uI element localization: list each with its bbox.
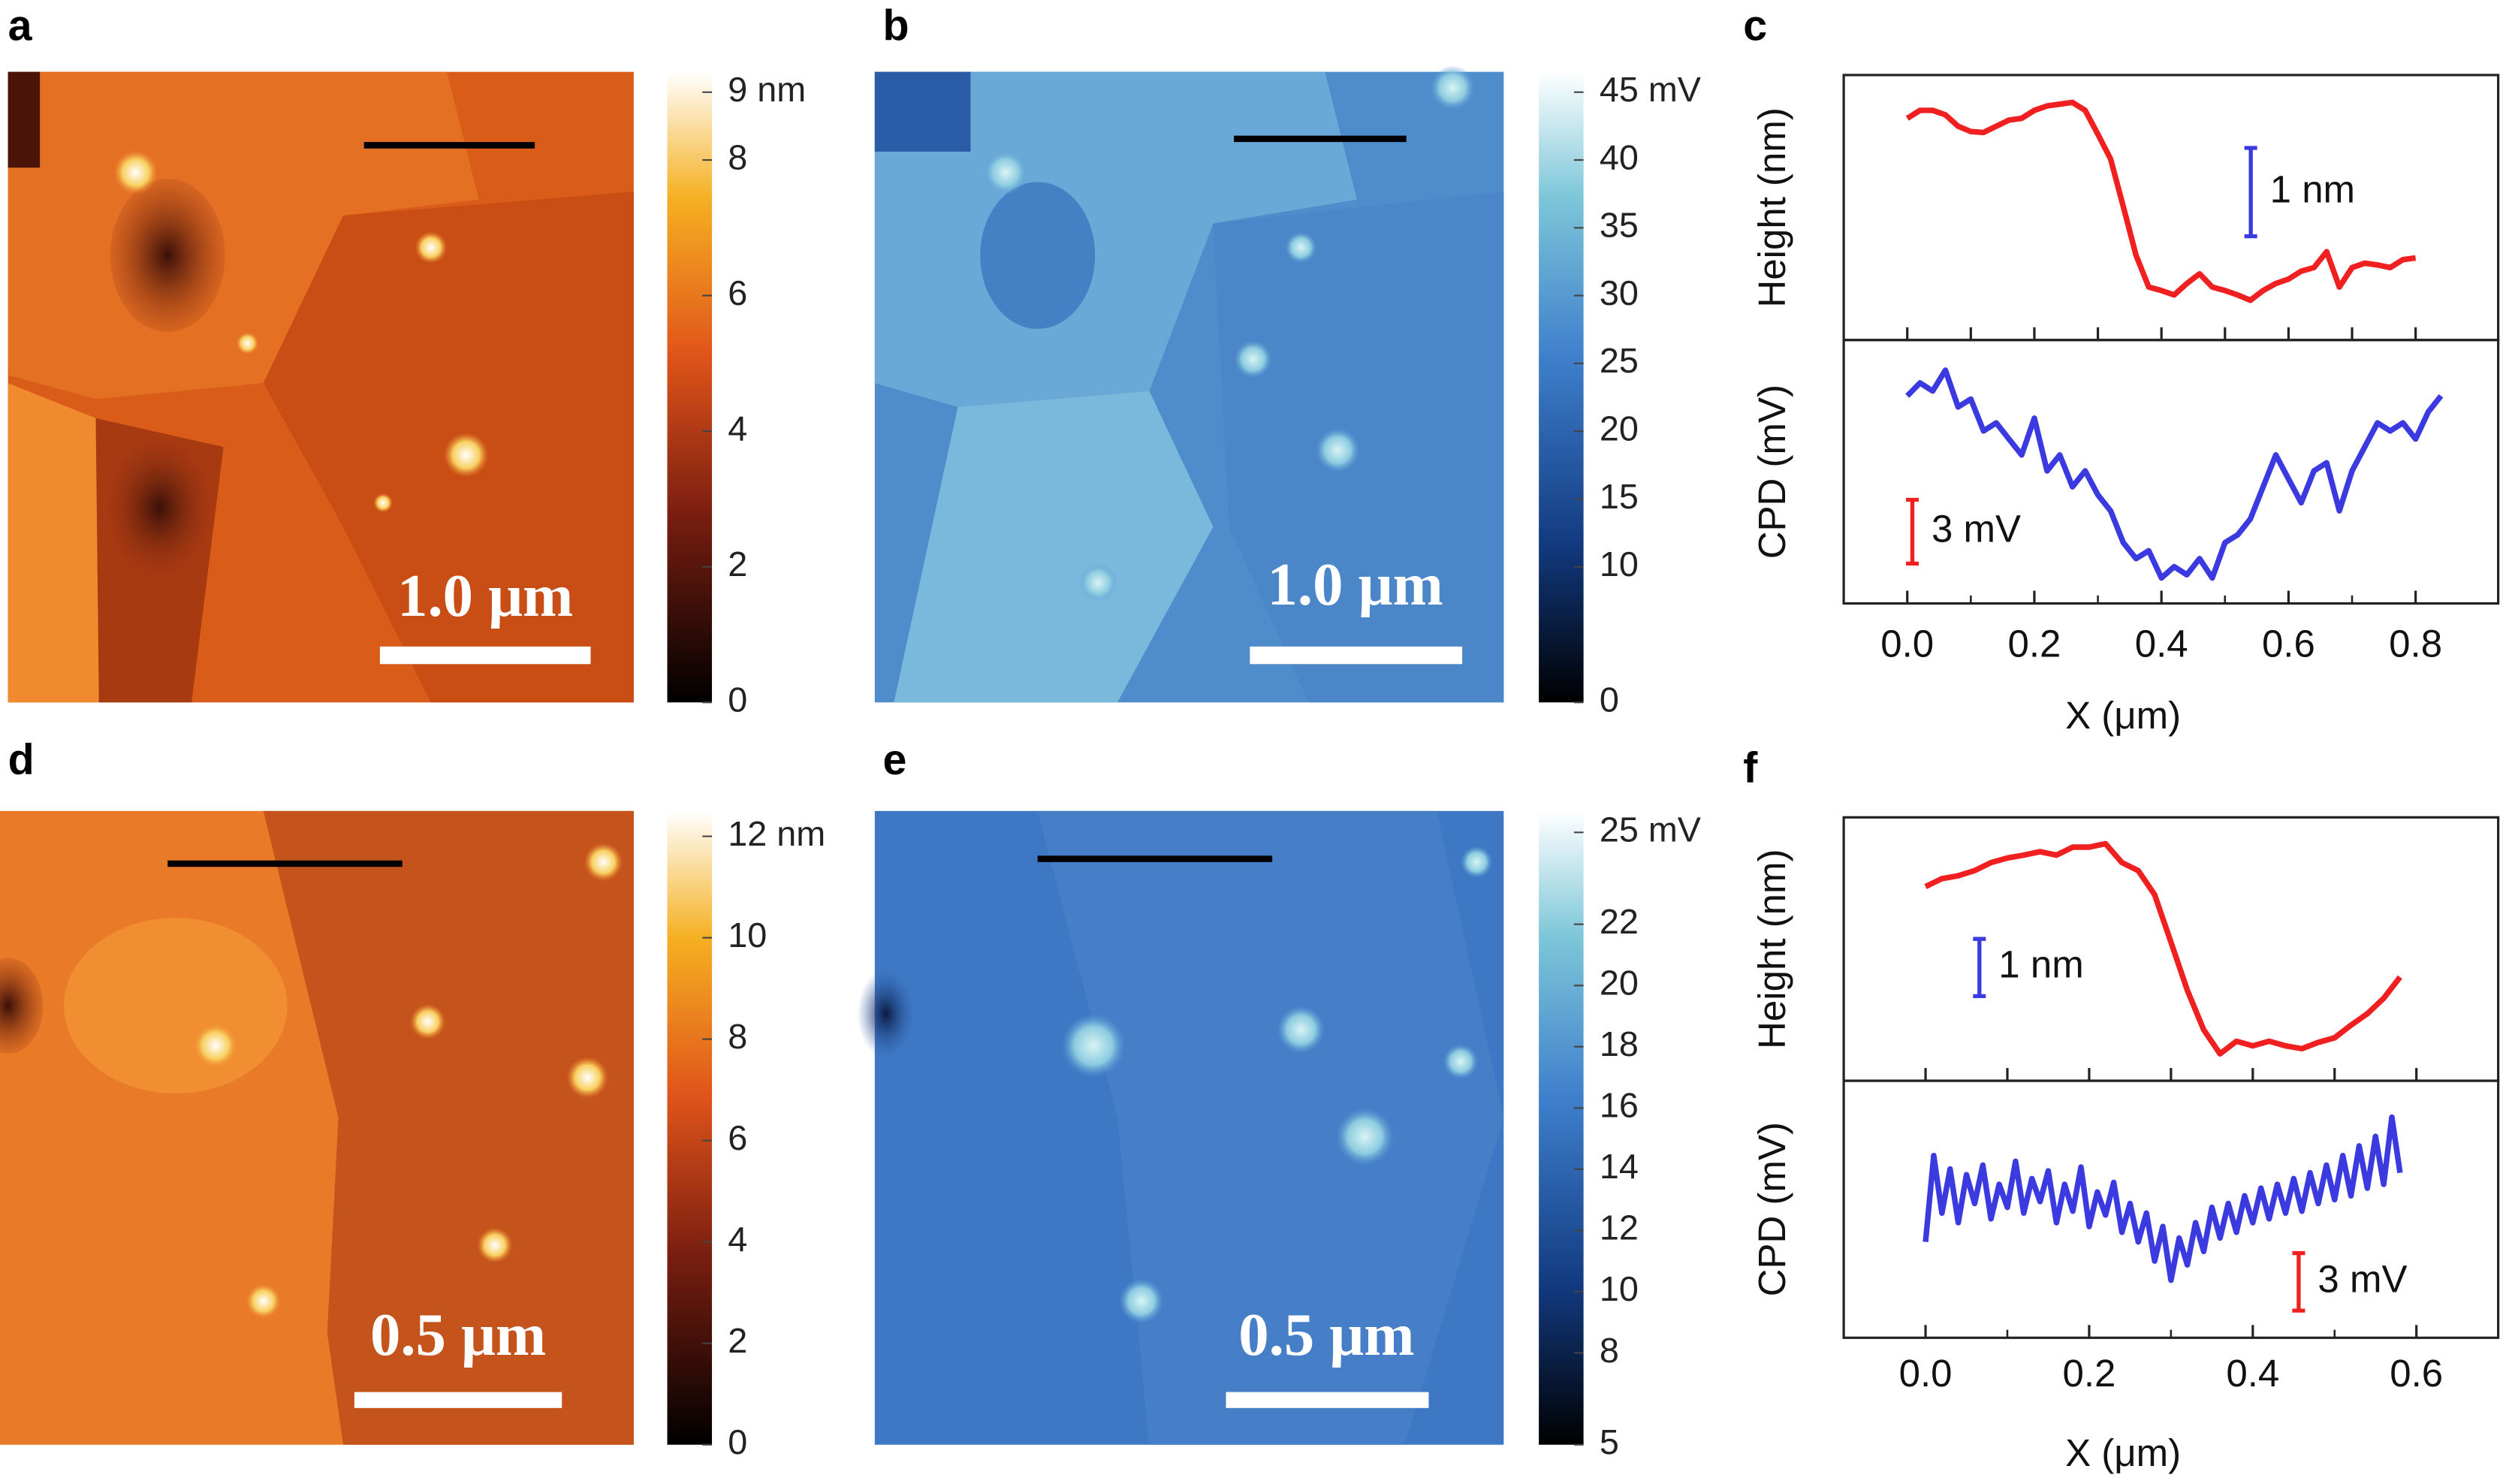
- colorbar: [667, 810, 713, 1445]
- x-tick-label: 0.8: [2389, 622, 2442, 665]
- colorbar-tick-label: 45 mV: [1600, 70, 1701, 109]
- plot-frame: [1842, 339, 2500, 605]
- afm-height-image: [0, 810, 634, 1445]
- colorbar-tick-label: 10: [728, 915, 767, 955]
- colorbar-tick-label: 0: [728, 680, 747, 719]
- y-axis-label: Height (nm): [1751, 849, 1793, 1048]
- line-series: [1924, 840, 2402, 1057]
- scale-bar-label: 1 nm: [1998, 943, 2083, 986]
- colorbar-tick-label: 16: [1600, 1086, 1639, 1125]
- colorbar-tick-label: 2: [728, 544, 747, 584]
- y-axis-label: CPD (mV): [1751, 1122, 1793, 1296]
- x-tick-label: 0.2: [2007, 622, 2061, 665]
- x-tick-label: 0.6: [2390, 1352, 2443, 1395]
- colorbar-tick-label: 20: [1600, 409, 1639, 448]
- panel-label: e: [882, 736, 906, 784]
- panel-label: d: [8, 736, 35, 784]
- y-axis-label: Height (nm): [1751, 107, 1793, 307]
- colorbar-tick-label: 20: [1600, 964, 1639, 1003]
- colorbar-tick-label: 8: [728, 137, 747, 176]
- colorbar-tick-label: 12 nm: [728, 814, 825, 853]
- colorbar-tick-label: 22: [1600, 902, 1639, 941]
- colorbar-tick-label: 0: [728, 1422, 747, 1461]
- colorbar-tick-label: 12: [1600, 1208, 1639, 1247]
- kpfm-cpd-image: [874, 65, 1504, 703]
- colorbar-tick-label: 6: [728, 273, 747, 312]
- panel-label: b: [882, 2, 909, 50]
- scale-bar: [2244, 146, 2257, 239]
- x-tick-label: 0.0: [1899, 1352, 1953, 1395]
- colorbar-tick-label: 9 nm: [728, 70, 806, 109]
- x-tick-label: 0.0: [1880, 622, 1934, 665]
- scale-bar-label: 0.5 μm: [1238, 1302, 1414, 1368]
- line-series: [1905, 99, 2417, 303]
- colorbar-tick-label: 0: [1600, 680, 1619, 719]
- colorbar: [667, 71, 713, 703]
- colorbar-tick-label: 14: [1600, 1147, 1639, 1186]
- colorbar-tick-label: 40: [1600, 137, 1639, 176]
- x-axis-label: X (μm): [2065, 694, 2181, 737]
- x-tick-label: 0.6: [2262, 622, 2315, 665]
- kpfm-cpd-image: [857, 810, 1504, 1445]
- scale-bar: [2292, 1250, 2305, 1313]
- line-series: [1905, 367, 2444, 581]
- colorbar-tick-label: 25: [1600, 341, 1639, 380]
- colorbar-tick-label: 25 mV: [1600, 810, 1701, 849]
- colorbar-tick-label: 10: [1600, 1269, 1639, 1308]
- panel-label: a: [8, 2, 33, 50]
- line-series: [1922, 1114, 2403, 1283]
- colorbar-tick-label: 4: [728, 1220, 747, 1259]
- colorbar-tick-label: 6: [728, 1118, 747, 1157]
- scale-bar-label: 3 mV: [1932, 507, 2021, 550]
- colorbar: [1539, 810, 1584, 1445]
- scale-bar-label: 1.0 μm: [1268, 551, 1443, 618]
- panel-label: c: [1743, 2, 1767, 50]
- x-tick-label: 0.4: [2135, 622, 2188, 665]
- scale-bar-label: 0.5 μm: [370, 1302, 546, 1368]
- colorbar-tick-label: 8: [728, 1017, 747, 1056]
- scale-bar: [1906, 497, 1919, 566]
- scale-bar-label: 1 nm: [2270, 167, 2355, 210]
- colorbar-tick-label: 15: [1600, 477, 1639, 516]
- x-tick-label: 0.2: [2062, 1352, 2115, 1395]
- colorbar: [1539, 71, 1584, 703]
- scale-bar-label: 1.0 μm: [397, 563, 573, 629]
- x-axis-label: X (μm): [2065, 1431, 2181, 1474]
- colorbar-tick-label: 8: [1600, 1331, 1619, 1370]
- colorbar-tick-label: 4: [728, 409, 747, 448]
- colorbar-tick-label: 35: [1600, 206, 1639, 245]
- panel-label: f: [1743, 744, 1758, 792]
- scale-bar-label: 3 mV: [2318, 1257, 2407, 1300]
- afm-height-image: [8, 71, 634, 703]
- colorbar-tick-label: 10: [1600, 544, 1639, 584]
- x-tick-label: 0.4: [2226, 1352, 2279, 1395]
- colorbar-tick-label: 2: [728, 1321, 747, 1360]
- colorbar-tick-label: 5: [1600, 1422, 1619, 1461]
- colorbar-tick-label: 30: [1600, 273, 1639, 312]
- colorbar-tick-label: 18: [1600, 1024, 1639, 1063]
- scale-bar: [1973, 937, 1986, 999]
- y-axis-label: CPD (mV): [1751, 385, 1793, 559]
